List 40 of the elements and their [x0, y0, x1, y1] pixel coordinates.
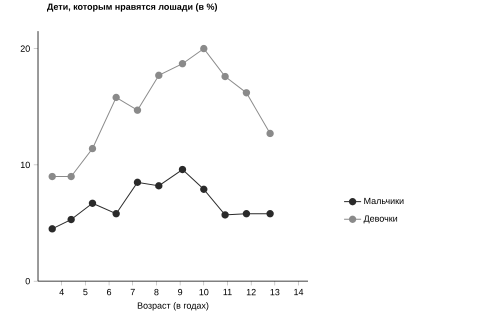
- point: [178, 60, 186, 68]
- point: [242, 89, 250, 96]
- x-tick-label: 5: [83, 288, 88, 296]
- x-tick-label: 11: [224, 288, 232, 296]
- x-tick-label: 4: [59, 288, 64, 296]
- point: [200, 44, 208, 52]
- point: [178, 166, 186, 174]
- x-tick-label: 14: [294, 288, 304, 296]
- x-tick-label: 9: [178, 288, 182, 296]
- point: [67, 216, 75, 224]
- point: [112, 210, 120, 218]
- x-axis-title: Возраст (в годах): [138, 302, 208, 310]
- point: [155, 182, 162, 190]
- point: [221, 72, 229, 80]
- point: [112, 94, 120, 102]
- point: [266, 130, 274, 138]
- legend-label: Мальчики: [364, 198, 404, 204]
- point: [48, 172, 56, 180]
- x-tick-label: 10: [199, 288, 208, 296]
- x-tick-label: 12: [246, 288, 256, 296]
- x-tick-label: 8: [154, 288, 159, 296]
- point: [266, 210, 274, 218]
- x-tick-label: 6: [107, 288, 112, 296]
- chart-title: Дети, которым нравятся лошади (в %): [47, 3, 218, 12]
- point: [242, 210, 250, 218]
- x-tick-label: 7: [130, 288, 135, 296]
- point: [88, 144, 96, 152]
- point: [221, 211, 229, 218]
- point: [88, 199, 96, 207]
- point: [155, 72, 162, 79]
- point: [134, 178, 142, 186]
- legend-label: Девочки: [364, 215, 398, 224]
- point: [48, 225, 56, 232]
- x-tick-label: 13: [270, 288, 280, 296]
- point: [134, 106, 142, 114]
- point: [67, 172, 75, 180]
- y-tick-label: 10: [20, 162, 30, 168]
- y-tick-label: 0: [26, 278, 30, 284]
- point: [200, 186, 208, 193]
- y-tick-label: 20: [20, 45, 30, 52]
